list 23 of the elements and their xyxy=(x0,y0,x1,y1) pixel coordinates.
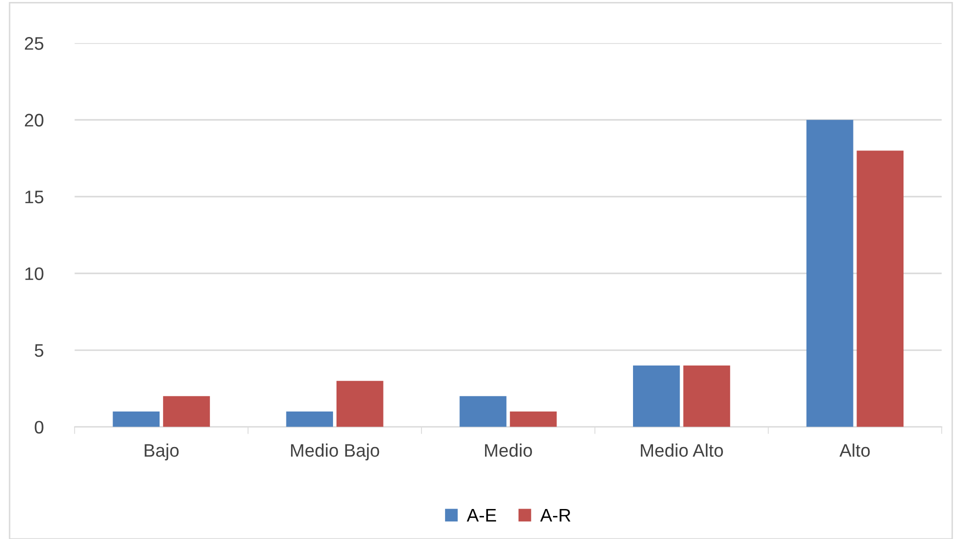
y-tick-label: 10 xyxy=(25,267,44,280)
x-tick-label: Medio Alto xyxy=(640,444,723,457)
x-tick-label: Medio xyxy=(485,444,532,457)
x-tick-label: Medio Bajo xyxy=(291,444,380,460)
y-tick-label: 0 xyxy=(34,420,44,434)
bar xyxy=(856,150,904,427)
y-tick-label: 15 xyxy=(25,190,44,204)
bar xyxy=(806,120,854,427)
bar xyxy=(460,396,506,427)
bar xyxy=(163,396,210,427)
bar xyxy=(510,412,557,427)
bar xyxy=(336,380,384,427)
bar xyxy=(683,365,730,427)
y-tick-label: 5 xyxy=(34,344,44,357)
bar xyxy=(286,412,334,427)
y-tick-label: 25 xyxy=(24,37,44,50)
x-tick-label: Alto xyxy=(839,444,870,457)
x-tick-label: Bajo xyxy=(144,444,179,460)
legend-label: A-E xyxy=(466,509,496,522)
bar xyxy=(112,412,160,427)
y-tick-label: 20 xyxy=(24,114,44,127)
bar xyxy=(633,365,680,427)
legend-label: A-R xyxy=(540,509,570,522)
